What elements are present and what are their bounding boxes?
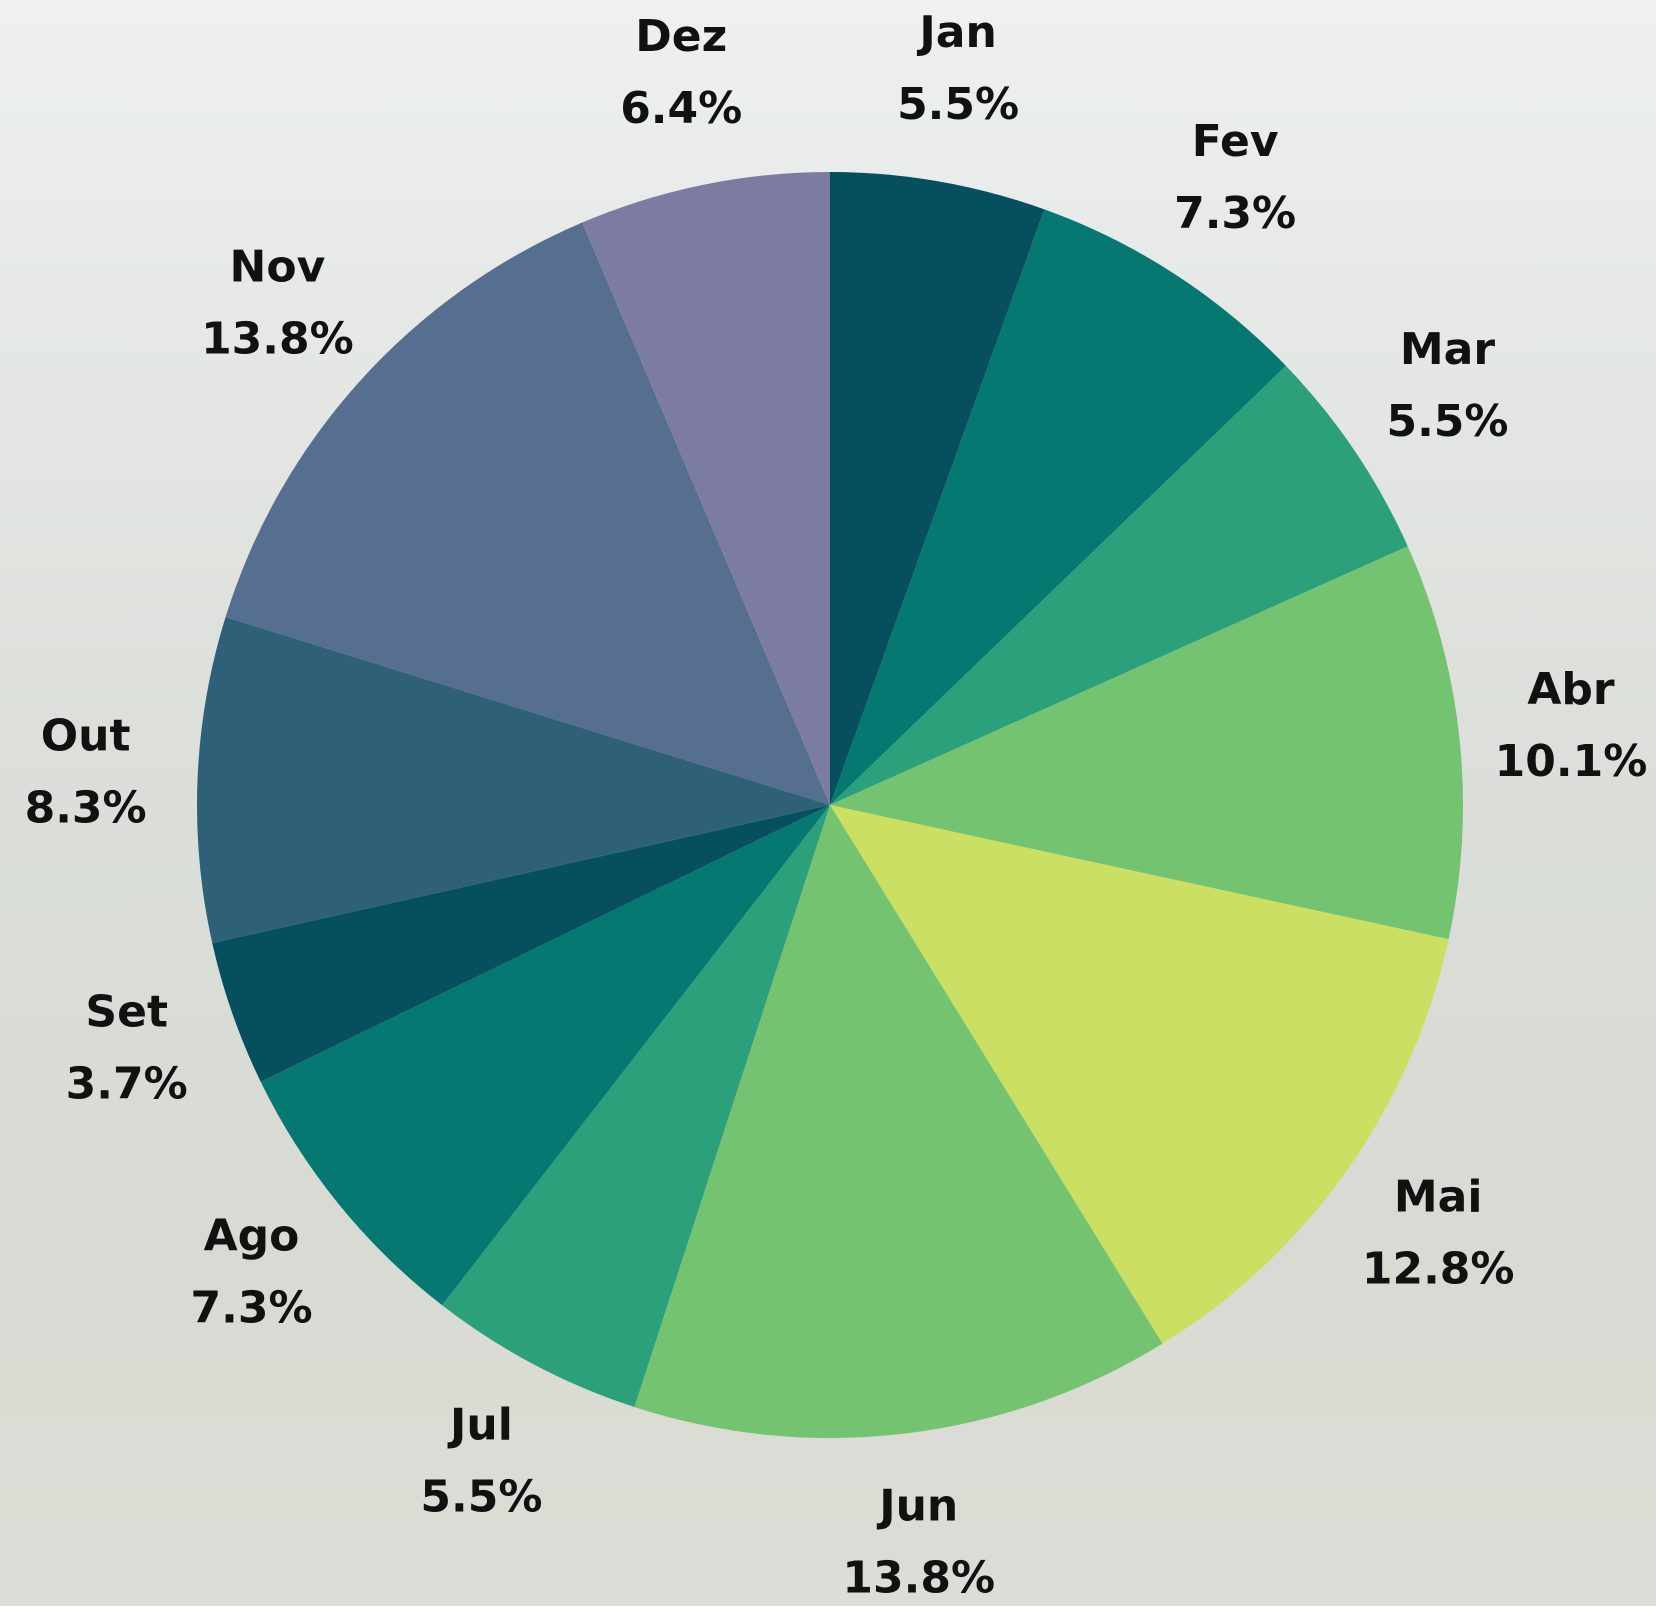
slice-category-label: Out (41, 711, 131, 762)
slice-value-label: 3.7% (66, 1059, 188, 1110)
slice-value-label: 5.5% (897, 79, 1019, 130)
slice-value-label: 7.3% (191, 1282, 313, 1333)
slice-category-label: Fev (1192, 116, 1279, 167)
slice-category-label: Ago (204, 1210, 300, 1261)
slice-value-label: 6.4% (620, 83, 742, 134)
slice-value-label: 10.1% (1495, 736, 1648, 787)
slice-value-label: 13.8% (842, 1553, 995, 1604)
slice-value-label: 7.3% (1174, 188, 1296, 239)
slice-category-label: Jul (447, 1399, 513, 1450)
slice-category-label: Mar (1400, 324, 1495, 375)
page: Jan 5.5% Fev 7.3% Mar 5.5% Abr 10.1% Mai 12.8% Jun… (0, 0, 1656, 1606)
slice-value-label: 5.5% (1386, 396, 1508, 447)
slice-category-label: Nov (230, 241, 326, 292)
slice-value-label: 13.8% (201, 313, 354, 364)
slice-value-label: 12.8% (1362, 1243, 1515, 1294)
slice-category-label: Mai (1394, 1171, 1483, 1222)
slice-category-label: Dez (635, 11, 727, 62)
slice-category-label: Set (85, 987, 168, 1038)
slice-value-label: 5.5% (420, 1471, 542, 1522)
slice-category-label: Jun (876, 1481, 958, 1532)
slice-value-label: 8.3% (25, 783, 147, 834)
chart: Jan 5.5% Fev 7.3% Mar 5.5% Abr 10.1% Mai 12.8% Jun… (0, 0, 1656, 1606)
slice-category-label: Abr (1527, 664, 1615, 715)
slice-category-label: Jan (916, 7, 996, 58)
